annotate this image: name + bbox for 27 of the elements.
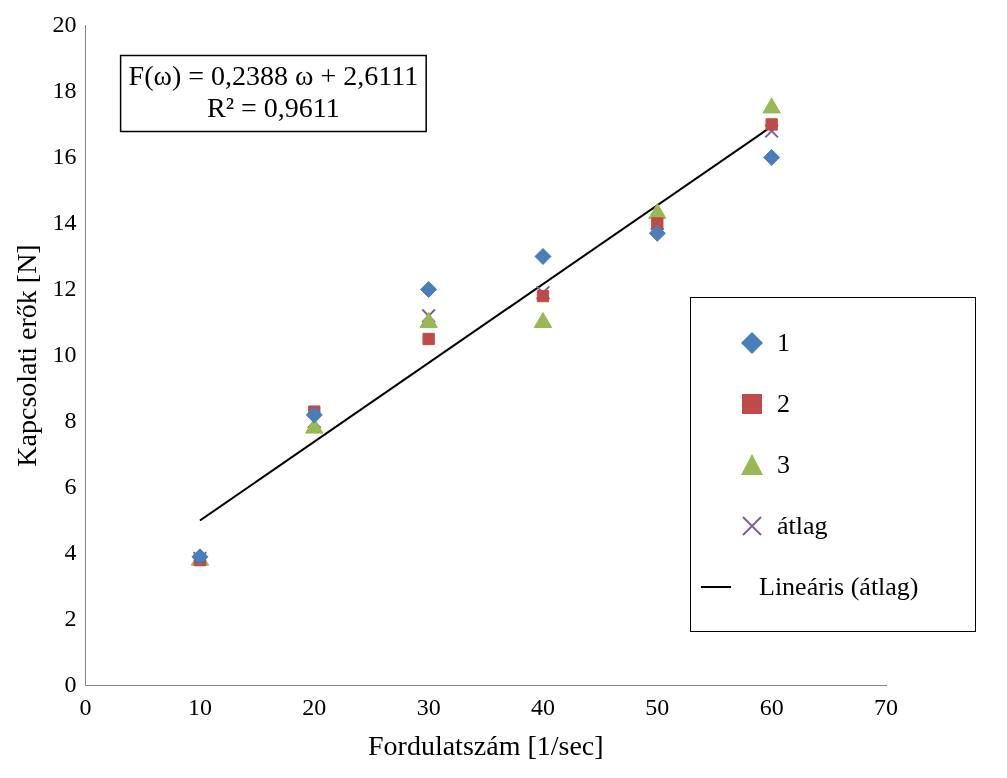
x-axis-title: Fordulatszám [1/sec] — [368, 729, 604, 761]
legend-label: Lineáris (átlag) — [759, 571, 919, 602]
y-axis-title: Kapcsolati erők [N] — [11, 244, 43, 467]
y-tick-label: 2 — [64, 604, 77, 631]
y-tick-label: 6 — [64, 472, 77, 499]
y-tick-label: 14 — [52, 208, 77, 235]
annotation: F(ω) = 0,2388 ω + 2,6111 — [128, 59, 419, 91]
legend-label: 3 — [777, 449, 790, 480]
x-tick-label: 10 — [187, 694, 212, 721]
x-tick-label: 20 — [302, 694, 327, 721]
y-tick-label: 18 — [52, 76, 77, 103]
annotation: R² = 0,9611 — [206, 91, 340, 123]
x-tick-label: 50 — [645, 694, 670, 721]
y-tick-label: 16 — [52, 142, 77, 169]
legend-label: átlag — [777, 510, 828, 541]
y-tick-label: 12 — [52, 274, 77, 301]
legend-label: 2 — [777, 388, 790, 419]
y-tick-label: 10 — [52, 340, 77, 367]
y-tick-label: 8 — [64, 406, 77, 433]
x-tick-label: 60 — [759, 694, 784, 721]
y-tick-label: 0 — [64, 670, 77, 697]
x-tick-label: 40 — [530, 694, 555, 721]
y-tick-label: 4 — [64, 538, 77, 565]
y-tick-label: 20 — [52, 10, 77, 37]
legend-label: 1 — [777, 327, 790, 358]
x-tick-label: 70 — [874, 694, 898, 721]
x-tick-label: 30 — [416, 694, 441, 721]
